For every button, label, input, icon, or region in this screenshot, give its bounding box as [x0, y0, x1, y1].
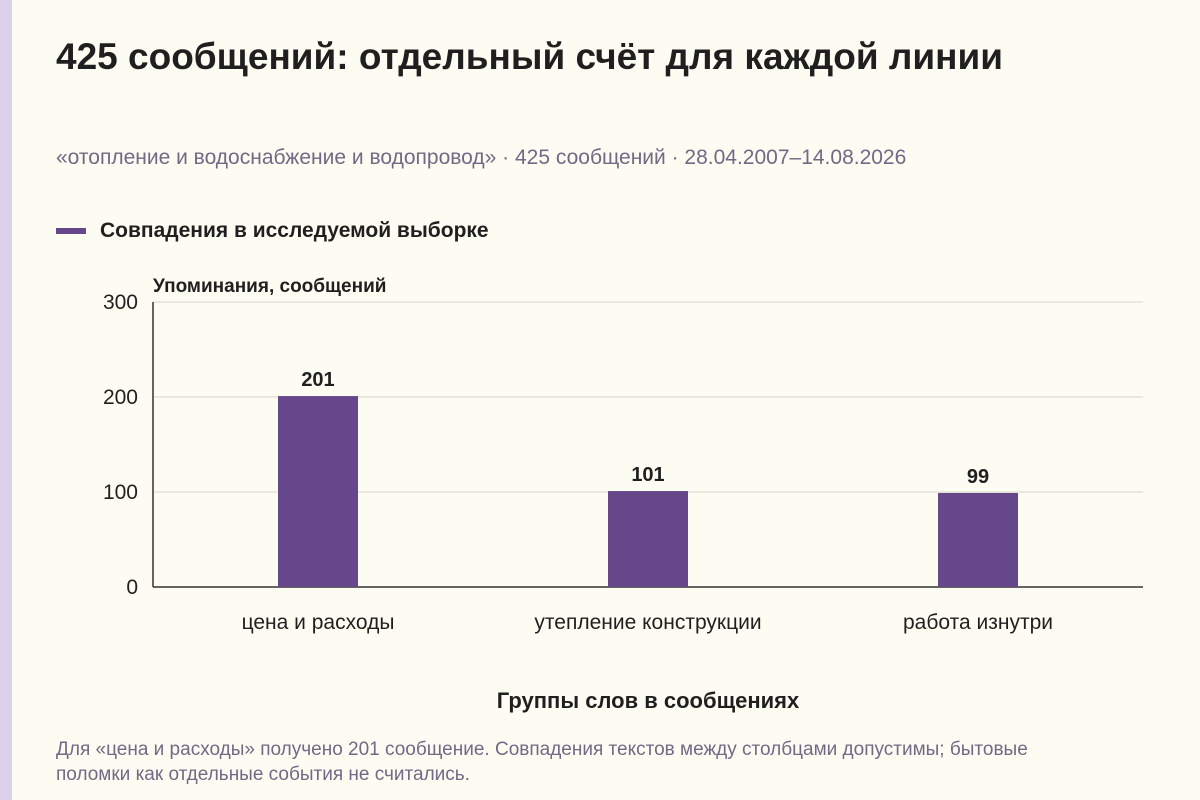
bar-value-label: 101	[631, 464, 664, 486]
y-tick-label: 100	[103, 481, 138, 504]
footnote: Для «цена и расходы» получено 201 сообще…	[56, 739, 1028, 785]
y-tick-label: 200	[103, 386, 138, 409]
x-category-label: утепление конструкции	[534, 611, 761, 634]
x-category-label: цена и расходы	[242, 611, 395, 634]
bar	[278, 396, 358, 587]
chart-subtitle: «отопление и водоснабжение и водопровод»…	[56, 146, 907, 169]
chart-title: 425 сообщений: отдельный счёт для каждой…	[56, 36, 1003, 77]
y-axis-title: Упоминания, сообщений	[153, 276, 386, 297]
legend: Совпадения в исследуемой выборке	[56, 219, 489, 243]
bar-value-label: 201	[301, 369, 334, 391]
bar-value-label: 99	[967, 466, 989, 488]
legend-label: Совпадения в исследуемой выборке	[100, 219, 489, 242]
y-tick-label: 0	[126, 576, 138, 599]
y-tick-label: 300	[103, 291, 138, 314]
accent-strip	[0, 0, 12, 800]
x-axis-title: Группы слов в сообщениях	[497, 688, 800, 713]
x-category-label: работа изнутри	[903, 611, 1053, 634]
bar	[608, 491, 688, 587]
legend-swatch	[56, 228, 86, 234]
bar	[938, 492, 1018, 587]
